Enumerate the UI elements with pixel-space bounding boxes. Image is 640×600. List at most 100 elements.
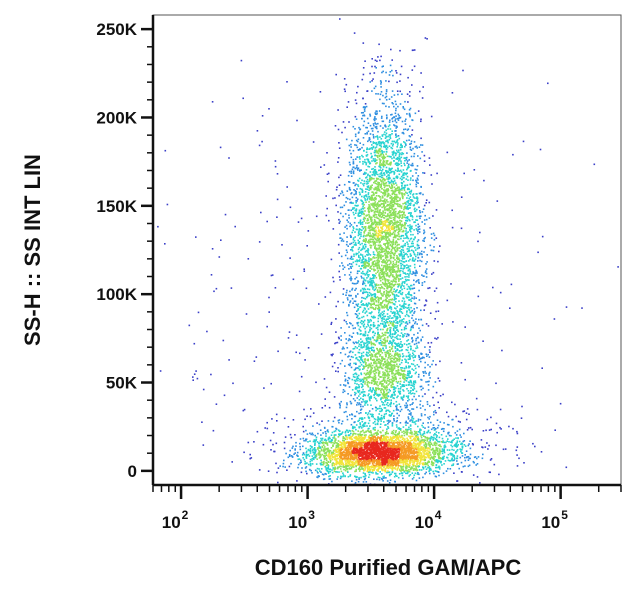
data-point <box>403 208 405 211</box>
data-point <box>296 480 298 482</box>
data-point <box>424 449 427 452</box>
data-point <box>358 385 361 388</box>
data-point <box>387 372 389 375</box>
data-point <box>403 375 406 378</box>
data-point <box>403 378 405 381</box>
data-point <box>369 434 371 437</box>
data-point <box>320 448 323 451</box>
data-point <box>355 470 357 472</box>
data-point <box>398 439 400 441</box>
data-point <box>309 450 312 452</box>
data-point <box>421 462 423 465</box>
data-point <box>368 354 371 356</box>
data-point <box>407 409 409 411</box>
data-point <box>398 448 401 450</box>
data-point <box>375 216 378 218</box>
data-point <box>344 445 346 448</box>
data-point <box>402 460 405 462</box>
data-point <box>398 360 400 362</box>
data-point <box>316 458 318 460</box>
data-point <box>385 80 387 82</box>
data-point <box>362 388 364 391</box>
data-point <box>394 433 397 436</box>
data-point <box>379 136 381 138</box>
data-point <box>411 309 414 312</box>
data-point <box>360 449 362 452</box>
data-point <box>432 462 434 465</box>
data-point <box>407 416 410 418</box>
data-point <box>414 460 417 462</box>
data-point <box>398 365 400 368</box>
data-point <box>347 475 350 478</box>
data-point <box>435 460 437 463</box>
data-point <box>344 375 346 377</box>
data-point <box>429 405 431 407</box>
data-point <box>371 382 373 385</box>
data-point <box>324 431 327 433</box>
data-point <box>417 431 420 433</box>
data-point <box>435 431 438 433</box>
data-point <box>447 459 450 462</box>
data-point <box>341 262 343 264</box>
data-point <box>340 444 343 447</box>
data-point <box>378 43 380 46</box>
data-point <box>295 441 297 444</box>
data-point <box>371 413 373 416</box>
data-point <box>357 438 359 441</box>
data-point <box>412 339 414 342</box>
data-point <box>397 330 399 333</box>
data-point <box>408 374 410 377</box>
data-point <box>415 347 417 350</box>
data-point <box>394 394 396 396</box>
data-point <box>319 446 321 448</box>
data-point <box>372 349 375 352</box>
data-point <box>420 453 423 455</box>
data-point <box>375 340 378 343</box>
data-point <box>371 452 373 455</box>
data-point <box>349 463 351 466</box>
data-point <box>396 460 399 462</box>
data-point <box>388 208 390 211</box>
data-point <box>333 434 336 436</box>
data-point <box>321 473 324 475</box>
data-point <box>408 112 411 115</box>
data-point <box>431 460 433 463</box>
data-point <box>398 353 401 356</box>
data-point <box>324 465 327 468</box>
data-point <box>311 459 313 462</box>
data-point <box>384 454 386 457</box>
data-point <box>451 464 453 467</box>
data-point <box>443 447 446 449</box>
data-point <box>420 357 423 359</box>
data-point <box>362 468 365 470</box>
data-point <box>361 441 364 444</box>
data-point <box>395 446 397 449</box>
data-point <box>358 328 361 331</box>
data-point <box>357 450 360 452</box>
data-point <box>387 436 389 439</box>
data-point <box>370 347 372 349</box>
data-point <box>361 450 363 452</box>
data-point <box>365 304 367 306</box>
data-point <box>330 447 333 449</box>
data-point <box>352 433 354 435</box>
data-point <box>376 338 379 341</box>
data-point <box>360 346 362 349</box>
data-point <box>389 137 392 140</box>
data-point <box>343 411 346 414</box>
data-point <box>357 462 359 464</box>
data-point <box>384 456 386 459</box>
data-point <box>373 457 376 460</box>
data-point <box>413 457 415 460</box>
data-point <box>383 416 385 418</box>
data-point <box>395 387 397 389</box>
data-point <box>403 455 405 457</box>
data-point <box>420 454 423 456</box>
data-point <box>385 160 388 162</box>
data-point <box>316 441 319 443</box>
data-point <box>358 476 360 479</box>
data-point <box>353 221 356 224</box>
data-point <box>362 368 364 370</box>
data-point <box>446 440 448 442</box>
data-point <box>387 445 390 447</box>
